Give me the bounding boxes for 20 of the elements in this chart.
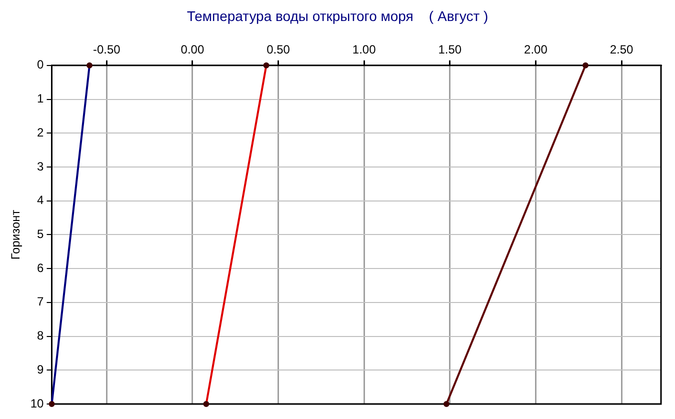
chart-title: Температура воды открытого моря ( Август )	[186, 8, 490, 24]
y-tick-label: 1	[37, 92, 44, 106]
x-tick-label: 2.00	[524, 42, 548, 57]
x-tick-label: 0.50	[266, 42, 290, 57]
x-tick-label: 0.00	[180, 42, 204, 57]
y-tick-label: 10	[30, 396, 44, 410]
y-axis-title: Горизонт	[8, 209, 23, 260]
x-tick-label: -0.50	[92, 42, 121, 57]
y-tick-label: 2	[37, 125, 44, 140]
y-tick-label: 4	[37, 193, 44, 208]
x-tick-label: 1.50	[438, 42, 462, 57]
y-tick-label: 8	[37, 328, 44, 343]
y-tick-label: 9	[37, 362, 44, 376]
y-tick-label: 3	[37, 159, 44, 174]
y-tick-label: 5	[37, 227, 44, 242]
x-tick-label: 2.50	[610, 42, 634, 57]
y-tick-label: 0	[37, 58, 44, 72]
y-tick-label: 6	[37, 260, 44, 275]
y-tick-label: 7	[37, 294, 44, 309]
x-tick-label: 1.00	[352, 42, 376, 57]
